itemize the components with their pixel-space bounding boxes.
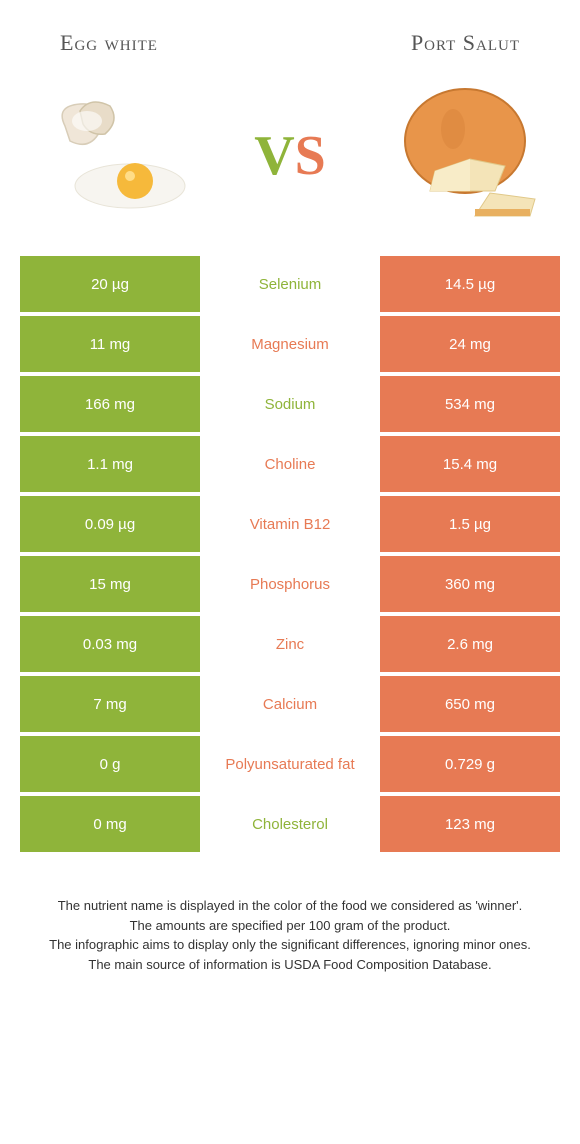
left-value: 15 mg (20, 556, 200, 612)
vs-s: S (295, 125, 326, 187)
table-row: 0 mgCholesterol123 mg (20, 796, 560, 852)
egg-white-image (30, 76, 210, 236)
nutrient-label: Zinc (200, 616, 380, 672)
right-value: 14.5 µg (380, 256, 560, 312)
table-row: 15 mgPhosphorus360 mg (20, 556, 560, 612)
table-row: 11 mgMagnesium24 mg (20, 316, 560, 372)
footer-notes: The nutrient name is displayed in the co… (0, 856, 580, 994)
table-row: 0 gPolyunsaturated fat0.729 g (20, 736, 560, 792)
nutrient-label: Choline (200, 436, 380, 492)
right-value: 123 mg (380, 796, 560, 852)
footer-line-1: The nutrient name is displayed in the co… (30, 896, 550, 916)
right-value: 24 mg (380, 316, 560, 372)
right-value: 2.6 mg (380, 616, 560, 672)
left-value: 1.1 mg (20, 436, 200, 492)
table-row: 7 mgCalcium650 mg (20, 676, 560, 732)
nutrient-label: Calcium (200, 676, 380, 732)
left-value: 0 mg (20, 796, 200, 852)
nutrient-label: Sodium (200, 376, 380, 432)
left-value: 0.03 mg (20, 616, 200, 672)
left-value: 0.09 µg (20, 496, 200, 552)
right-value: 534 mg (380, 376, 560, 432)
nutrient-label: Vitamin B12 (200, 496, 380, 552)
nutrient-label: Cholesterol (200, 796, 380, 852)
header: Egg white Port Salut (0, 0, 580, 66)
right-value: 15.4 mg (380, 436, 560, 492)
right-value: 0.729 g (380, 736, 560, 792)
images-row: VS (0, 66, 580, 256)
vs-v: V (254, 125, 294, 187)
nutrient-table: 20 µgSelenium14.5 µg11 mgMagnesium24 mg1… (20, 256, 560, 852)
nutrient-label: Magnesium (200, 316, 380, 372)
footer-line-4: The main source of information is USDA F… (30, 955, 550, 975)
left-value: 166 mg (20, 376, 200, 432)
table-row: 20 µgSelenium14.5 µg (20, 256, 560, 312)
vs-label: VS (254, 124, 326, 188)
left-value: 20 µg (20, 256, 200, 312)
right-value: 1.5 µg (380, 496, 560, 552)
right-value: 650 mg (380, 676, 560, 732)
nutrient-label: Phosphorus (200, 556, 380, 612)
table-row: 0.09 µgVitamin B121.5 µg (20, 496, 560, 552)
left-value: 0 g (20, 736, 200, 792)
footer-line-2: The amounts are specified per 100 gram o… (30, 916, 550, 936)
left-food-title: Egg white (60, 30, 158, 56)
left-value: 7 mg (20, 676, 200, 732)
table-row: 1.1 mgCholine15.4 mg (20, 436, 560, 492)
port-salut-image (370, 76, 550, 236)
table-row: 166 mgSodium534 mg (20, 376, 560, 432)
footer-line-3: The infographic aims to display only the… (30, 935, 550, 955)
right-value: 360 mg (380, 556, 560, 612)
left-value: 11 mg (20, 316, 200, 372)
table-row: 0.03 mgZinc2.6 mg (20, 616, 560, 672)
nutrient-label: Polyunsaturated fat (200, 736, 380, 792)
nutrient-label: Selenium (200, 256, 380, 312)
right-food-title: Port Salut (411, 30, 520, 56)
